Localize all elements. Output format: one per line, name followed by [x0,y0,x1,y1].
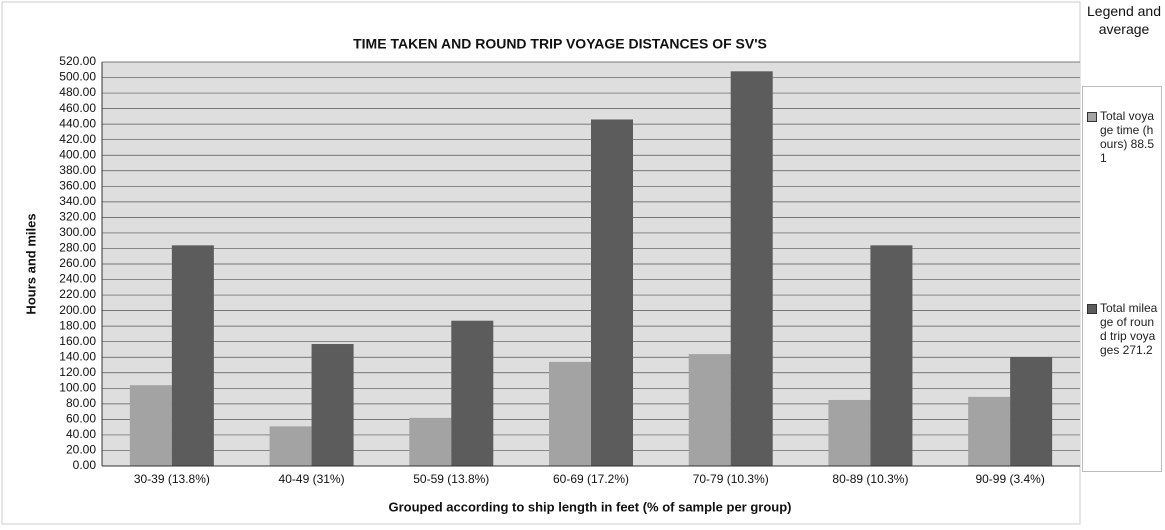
x-tick-label: 60-69 (17.2%) [553,472,629,486]
legend-swatch [1087,304,1097,314]
bar [311,344,354,466]
y-tick-label: 300.00 [59,225,96,239]
x-tick-label: 50-59 (13.8%) [413,472,489,486]
y-tick-label: 340.00 [59,194,96,208]
y-tick-label: 240.00 [59,272,96,286]
y-tick-label: 120.00 [59,365,96,379]
legend-swatch [1087,112,1097,122]
bar [730,71,773,467]
x-tick-label: 90-99 (3.4%) [975,472,1044,486]
x-tick-label: 80-89 (10.3%) [832,472,908,486]
x-axis-label: Grouped according to ship length in feet… [388,499,791,514]
legend-label: Total mileage of round trip voyages 271.… [1100,301,1158,357]
y-tick-label: 520.00 [59,54,96,68]
bar [269,426,312,466]
y-axis-label: Hours and miles [23,213,38,314]
y-tick-label: 320.00 [59,210,96,224]
bar [1010,357,1053,466]
bar [171,245,214,466]
legend-item: Total mileage of round trip voyages 271.… [1087,301,1159,357]
bar [129,385,172,466]
x-tick-label: 30-39 (13.8%) [134,472,210,486]
bar [688,354,731,466]
bar [591,119,633,466]
legend-label: Total voyage time (hours) 88.51 [1100,109,1155,165]
bar [409,417,452,466]
y-tick-label: 160.00 [59,334,96,348]
y-tick-label: 380.00 [59,163,96,177]
y-tick-label: 80.00 [66,396,96,410]
x-tick-label: 70-79 (10.3%) [693,472,769,486]
y-tick-label: 100.00 [59,380,96,394]
bar [451,320,494,466]
y-tick-label: 460.00 [59,101,96,115]
y-tick-label: 500.00 [59,70,96,84]
bar [549,361,591,466]
y-tick-label: 420.00 [59,132,96,146]
x-tick-label: 40-49 (31%) [279,472,345,486]
y-tick-label: 60.00 [66,412,96,426]
legend-title: Legend and average [1087,3,1161,37]
y-tick-label: 40.00 [66,427,96,441]
legend: Total voyage time (hours) 88.51 Total mil… [1082,86,1162,472]
legend-item: Total voyage time (hours) 88.51 [1087,109,1159,165]
y-tick-label: 0.00 [73,458,97,472]
y-tick-label: 400.00 [59,147,96,161]
y-tick-label: 200.00 [59,303,96,317]
y-tick-label: 220.00 [59,287,96,301]
y-tick-label: 480.00 [59,85,96,99]
chart-title: TIME TAKEN AND ROUND TRIP VOYAGE DISTANC… [353,36,767,52]
y-tick-label: 20.00 [66,443,96,457]
y-tick-label: 440.00 [59,116,96,130]
y-tick-label: 260.00 [59,256,96,270]
bar [870,245,913,466]
y-tick-label: 140.00 [59,349,96,363]
bar [828,399,871,466]
y-tick-label: 180.00 [59,318,96,332]
bar [968,396,1011,466]
y-tick-label: 280.00 [59,241,96,255]
y-tick-label: 360.00 [59,178,96,192]
